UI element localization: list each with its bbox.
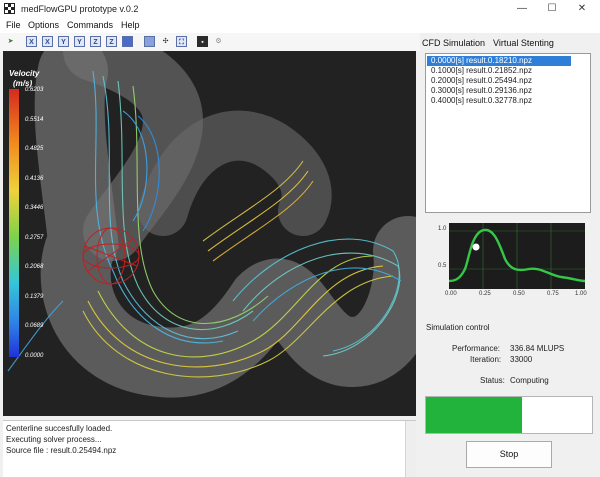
colorbar-tick-label: 0.5514: [25, 116, 44, 123]
view-y-icon[interactable]: Y: [58, 36, 69, 47]
iteration-label: Iteration:: [470, 355, 502, 364]
y-tick: 1.0: [438, 226, 447, 232]
console-scrollbar[interactable]: [405, 421, 416, 477]
tab-virtual-stenting[interactable]: Virtual Stenting: [493, 38, 554, 48]
result-file-list[interactable]: 0.0000[s] result.0.18210.npz 0.1000[s] r…: [425, 53, 591, 213]
colorbar-tick-label: 0.0000: [25, 353, 44, 359]
move-icon[interactable]: ✣: [162, 38, 169, 45]
performance-label: Performance:: [452, 344, 501, 353]
list-item[interactable]: 0.0000[s] result.0.18210.npz: [427, 56, 571, 66]
stent-cage: [82, 227, 140, 285]
list-item[interactable]: 0.1000[s] result.0.21852.npz: [431, 66, 532, 75]
x-tick: 0.75: [547, 291, 559, 297]
menu-options[interactable]: Options: [28, 20, 60, 30]
colorbar-unit: (m/s): [13, 79, 33, 88]
iteration-value: 33000: [510, 355, 533, 364]
title-bar: medFlowGPU prototype v.0.2 — ☐ ✕: [0, 0, 600, 18]
log-line: Centerline succesfully loaded.: [6, 424, 113, 433]
colorbar-tick-label: 0.6203: [25, 87, 44, 93]
colorbar-title: Velocity: [9, 69, 40, 78]
x-tick: 1.00: [575, 291, 587, 297]
run-icon[interactable]: ➤: [7, 38, 14, 45]
list-item[interactable]: 0.2000[s] result.0.25494.npz: [431, 76, 532, 85]
log-line: Executing solver process...: [6, 435, 102, 444]
colorbar-tick-label: 0.0689: [25, 323, 44, 330]
minimize-button[interactable]: —: [517, 3, 527, 14]
view-z-icon[interactable]: Z: [90, 36, 101, 47]
simulation-control-title: Simulation control: [426, 323, 490, 332]
colorbar-tick-label: 0.1379: [25, 293, 44, 300]
menu-help[interactable]: Help: [121, 20, 140, 30]
y-tick: 0.5: [438, 263, 447, 269]
velocity-colorbar: [9, 89, 19, 357]
view-z-neg-icon[interactable]: Z: [106, 36, 117, 47]
view-x-icon[interactable]: X: [26, 36, 37, 47]
performance-value: 336.84 MLUPS: [510, 344, 565, 353]
maximize-button[interactable]: ☐: [547, 3, 557, 14]
stop-button[interactable]: Stop: [466, 441, 552, 468]
colorbar-tick-label: 0.3446: [25, 205, 44, 212]
right-panel: CFD Simulation Virtual Stenting 0.0000[s…: [418, 33, 600, 476]
fit-icon[interactable]: ⛶: [176, 36, 187, 47]
settings-icon[interactable]: ⚙: [215, 38, 222, 45]
current-time-marker: [472, 243, 480, 251]
status-value: Computing: [510, 376, 549, 385]
tab-cfd-simulation[interactable]: CFD Simulation: [422, 38, 486, 48]
progress-fill: [426, 397, 523, 433]
window-title: medFlowGPU prototype v.0.2: [21, 4, 139, 14]
colorbar-tick-label: 0.4825: [25, 146, 44, 153]
close-button[interactable]: ✕: [577, 3, 587, 14]
inflow-waveform-plot: [448, 223, 586, 289]
vessel-render: [7, 51, 416, 398]
toolbar: ➤ X X Y Y Z Z ✣ ⛶ ▪ ⚙: [0, 33, 420, 51]
x-tick: 0.25: [479, 291, 491, 297]
menu-bar: File Options Commands Help: [0, 18, 600, 33]
status-label: Status:: [480, 376, 505, 385]
list-item[interactable]: 0.3000[s] result.0.29136.npz: [431, 86, 532, 95]
x-tick: 0.50: [513, 291, 525, 297]
layers-icon[interactable]: [144, 36, 155, 47]
colorbar-tick-label: 0.4136: [25, 175, 44, 182]
view-x-neg-icon[interactable]: X: [42, 36, 53, 47]
menu-commands[interactable]: Commands: [67, 20, 114, 30]
simulation-progress-bar: [425, 396, 593, 434]
cube-icon[interactable]: [122, 36, 133, 47]
x-tick: 0.00: [445, 291, 457, 297]
view-y-neg-icon[interactable]: Y: [74, 36, 85, 47]
colorbar-tick-label: 0.2068: [25, 264, 44, 271]
menu-file[interactable]: File: [6, 20, 21, 30]
app-icon: [4, 3, 15, 14]
save-icon[interactable]: ▪: [197, 36, 208, 47]
log-line: Source file : result.0.25494.npz: [6, 446, 117, 455]
3d-viewport[interactable]: Velocity (m/s) 0.6203 0.5514 0.4825 0.4136 0…: [3, 51, 416, 416]
list-item[interactable]: 0.4000[s] result.0.32778.npz: [431, 96, 532, 105]
colorbar-tick-label: 0.2757: [25, 234, 44, 241]
log-console: Centerline succesfully loaded. Executing…: [3, 420, 416, 477]
